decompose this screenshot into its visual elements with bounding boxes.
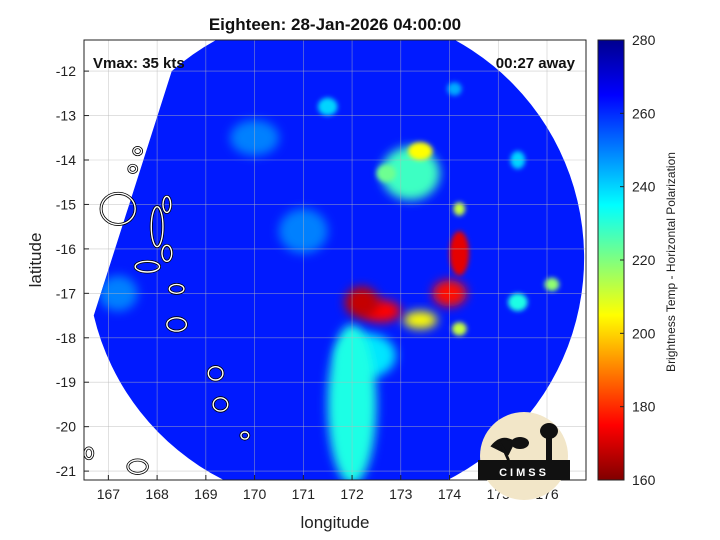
y-tick-label: -21: [56, 463, 76, 479]
island-outline: [127, 459, 149, 475]
microwave-swath: [93, 40, 585, 480]
island-outline: [84, 447, 94, 460]
colorbar-tick-label: 160: [632, 472, 656, 488]
y-tick-label: -15: [56, 196, 76, 212]
convective-cell: [453, 202, 466, 216]
x-tick-label: 172: [340, 486, 364, 502]
convective-cell: [447, 82, 462, 96]
island-outline: [128, 164, 138, 174]
y-tick-label: -17: [56, 285, 76, 301]
logo-dish: [511, 437, 529, 449]
x-tick-label: 168: [145, 486, 169, 502]
convective-cell: [317, 97, 338, 116]
y-tick-label: -20: [56, 419, 76, 435]
y-axis-label: latitude: [26, 233, 45, 288]
island-outline: [161, 244, 173, 263]
x-tick-label: 174: [438, 486, 462, 502]
convective-cell: [449, 231, 470, 276]
axes-box: [83, 39, 587, 481]
colorbar-tick-label: 180: [632, 399, 656, 415]
y-tick-label: -18: [56, 330, 76, 346]
logo-building: [478, 460, 570, 480]
y-tick-label: -12: [56, 63, 76, 79]
island-outline: [100, 192, 136, 226]
vmax-annotation: Vmax: 35 kts: [93, 55, 185, 72]
colorbar: [597, 39, 625, 481]
colorbar-tick-label: 280: [632, 32, 656, 48]
island-outline: [162, 195, 172, 214]
convective-cell: [544, 277, 560, 292]
logo-tower: [546, 436, 552, 462]
convective-cell: [451, 322, 467, 336]
island-outline: [212, 397, 229, 412]
y-axis-ticks: -12 -13 -14 -15 -16 -17 -18 -19 -20 -21: [56, 63, 89, 479]
convective-cell: [508, 293, 528, 312]
convective-cell: [376, 164, 396, 183]
island-outline: [133, 146, 143, 156]
island-outline: [134, 260, 161, 273]
island-outline: [150, 205, 164, 248]
x-tick-label: 169: [194, 486, 218, 502]
x-axis-label: longitude: [300, 513, 369, 532]
y-tick-label: -19: [56, 374, 76, 390]
x-tick-label: 171: [292, 486, 316, 502]
coastlines: [84, 146, 251, 475]
colorbar-tick-label: 220: [632, 252, 656, 268]
x-axis-ticks: 167 168 169 170 171 172 173 174 175 176: [97, 475, 559, 502]
convective-cell: [408, 142, 433, 160]
island-outline: [240, 431, 250, 440]
colorbar-tick-label: 200: [632, 325, 656, 341]
y-tick-label: -13: [56, 108, 76, 124]
cimss-logo: CIMSS: [478, 412, 570, 500]
colorbar-tick-label: 240: [632, 179, 656, 195]
logo-water-tank: [540, 423, 558, 439]
logo-text: CIMSS: [499, 467, 549, 479]
convective-cell: [344, 286, 379, 318]
colorbar-ticks: 280 260 240 220 200 180 160: [620, 32, 656, 488]
island-outline: [168, 283, 185, 295]
y-tick-label: -14: [56, 152, 76, 168]
island-outline: [166, 317, 188, 332]
y-tick-label: -16: [56, 241, 76, 257]
time-away-annotation: 00:27 away: [496, 55, 576, 72]
colorbar-tick-label: 260: [632, 105, 656, 121]
island-outline: [207, 365, 224, 381]
chart-title: Eighteen: 28-Jan-2026 04:00:00: [209, 15, 461, 34]
x-tick-label: 173: [389, 486, 413, 502]
colorbar-label: Brightness Temp - Horizontal Polarizatio…: [664, 152, 678, 372]
grid-lines: [84, 40, 586, 480]
convective-cell: [403, 311, 438, 329]
x-tick-label: 170: [243, 486, 267, 502]
x-tick-label: 167: [97, 486, 121, 502]
